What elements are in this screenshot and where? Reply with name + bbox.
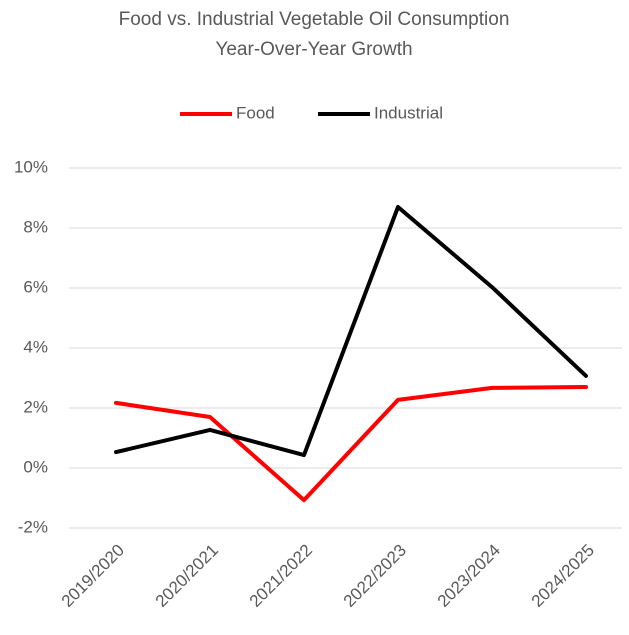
x-tick-label: 2024/2025 — [528, 541, 598, 611]
legend-label: Food — [236, 103, 275, 122]
chart-title: Food vs. Industrial Vegetable Oil Consum… — [119, 9, 510, 30]
y-tick-label: 4% — [23, 337, 48, 356]
x-tick-label: 2020/2021 — [152, 541, 222, 611]
y-tick-label: 0% — [23, 457, 48, 476]
x-tick-label: 2022/2023 — [340, 541, 410, 611]
x-tick-label: 2021/2022 — [246, 541, 316, 611]
chart-title: Year-Over-Year Growth — [215, 39, 412, 60]
series-line — [114, 385, 588, 503]
y-tick-label: -2% — [18, 517, 48, 536]
y-tick-label: 10% — [14, 157, 48, 176]
x-tick-label: 2019/2020 — [58, 541, 128, 611]
y-tick-label: 8% — [23, 217, 48, 236]
y-tick-label: 6% — [23, 277, 48, 296]
x-tick-label: 2023/2024 — [434, 541, 504, 611]
legend-label: Industrial — [374, 103, 443, 122]
series-line — [114, 205, 588, 458]
y-tick-label: 2% — [23, 397, 48, 416]
